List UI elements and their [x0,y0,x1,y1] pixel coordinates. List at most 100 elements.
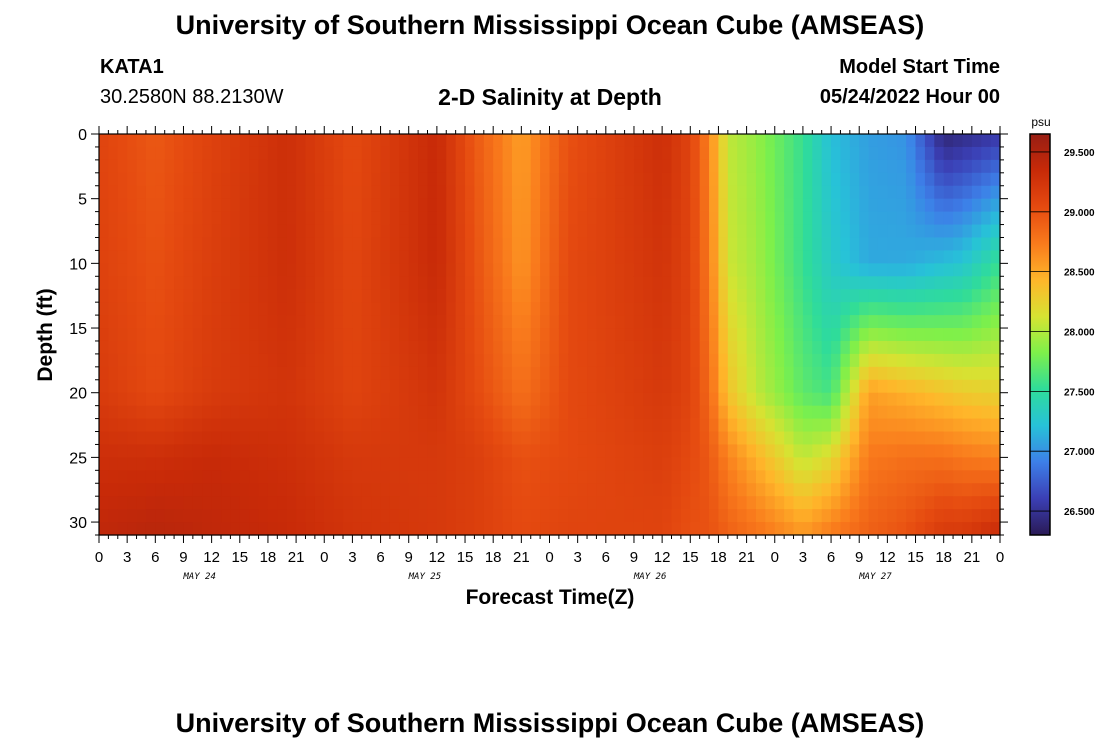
heatmap-cell [352,483,363,497]
heatmap-cell [465,250,476,264]
heatmap-cell [971,250,982,264]
heatmap-cell [136,302,147,316]
heatmap-cell [343,379,354,394]
heatmap-cell [127,237,138,252]
heatmap-cell [709,522,720,536]
heatmap-cell [221,224,231,239]
station-id: KATA1 [100,56,164,78]
heatmap-cell [840,172,851,187]
heatmap-cell [549,276,560,290]
heatmap-cell [615,211,626,226]
heatmap-cell [943,134,954,148]
heatmap-cell [643,353,654,368]
heatmap-cell [718,237,729,252]
heatmap-cell [605,483,616,497]
heatmap-cell [887,172,898,187]
heatmap-cell [587,185,598,200]
main-title: University of Southern Mississippi Ocean… [175,10,925,40]
heatmap-cell [192,159,203,174]
heatmap-cell [117,340,128,355]
heatmap-cell [699,379,710,394]
heatmap-cell [455,470,466,484]
heatmap-cell [343,431,354,446]
heatmap-cell [108,405,119,420]
heatmap-cell [221,146,231,161]
heatmap-cell [774,302,785,316]
heatmap-cell [727,470,738,484]
heatmap-cell [511,496,522,510]
heatmap-cell [877,457,888,471]
colorbar-tick-label: 28.000 [1064,328,1095,339]
heatmap-cell [483,172,494,187]
heatmap-cell [802,379,813,394]
heatmap-cell [127,146,138,161]
heatmap-cell [962,483,973,497]
heatmap-cell [840,353,851,368]
heatmap-cell [755,198,766,213]
heatmap-cell [324,315,335,329]
heatmap-cell [286,392,297,407]
heatmap-cell [286,470,297,484]
heatmap-cell [136,496,147,510]
heatmap-cell [633,444,644,458]
heatmap-cell [465,496,476,510]
heatmap-cell [737,522,748,536]
heatmap-cell [343,172,354,187]
heatmap-cell [981,509,992,523]
heatmap-cell [784,379,795,394]
heatmap-cell [371,418,382,433]
heatmap-cell [596,405,607,420]
heatmap-cell [577,211,588,226]
heatmap-cell [727,483,738,497]
heatmap-cell [896,159,907,174]
heatmap-cell [962,276,973,290]
heatmap-cell [521,263,532,277]
heatmap-cell [267,405,278,420]
heatmap-cell [230,470,241,484]
heatmap-cell [277,211,288,226]
heatmap-cell [558,185,569,200]
heatmap-cell [530,444,541,458]
heatmap-cell [755,457,766,471]
heatmap-cell [943,289,954,303]
heatmap-cell [333,134,344,148]
colorbar-tick-label: 26.500 [1064,507,1095,518]
heatmap-cell [671,224,682,239]
heatmap-cell [605,328,616,342]
heatmap-cell [286,340,297,355]
heatmap-cell [643,405,654,420]
heatmap-cell [408,431,419,446]
heatmap-cell [896,172,907,187]
heatmap-cell [267,353,278,368]
heatmap-cell [887,483,898,497]
heatmap-cell [671,263,682,277]
heatmap-cell [887,276,898,290]
heatmap-cell [221,289,231,303]
heatmap-cell [549,328,560,342]
heatmap-cell [174,224,185,239]
heatmap-cell [709,431,720,446]
heatmap-cell [436,444,447,458]
heatmap-cell [305,198,316,213]
heatmap-cell [587,353,598,368]
heatmap-cell [643,379,654,394]
heatmap-cell [174,483,185,497]
heatmap-cell [812,522,823,536]
heatmap-cell [868,496,879,510]
heatmap-cell [493,211,504,226]
heatmap-cell [953,237,964,252]
heatmap-cell [296,328,307,342]
heatmap-cell [877,366,888,381]
heatmap-cell [784,444,795,458]
heatmap-cell [802,457,813,471]
heatmap-cell [971,302,982,316]
x-tick-label: 18 [485,549,502,566]
heatmap-cell [333,470,344,484]
heatmap-cell [915,509,926,523]
heatmap-cell [155,198,166,213]
heatmap-cell [802,159,813,174]
heatmap-cell [164,496,175,510]
heatmap-cell [399,185,410,200]
heatmap-cell [127,366,138,381]
heatmap-cell [446,224,457,239]
